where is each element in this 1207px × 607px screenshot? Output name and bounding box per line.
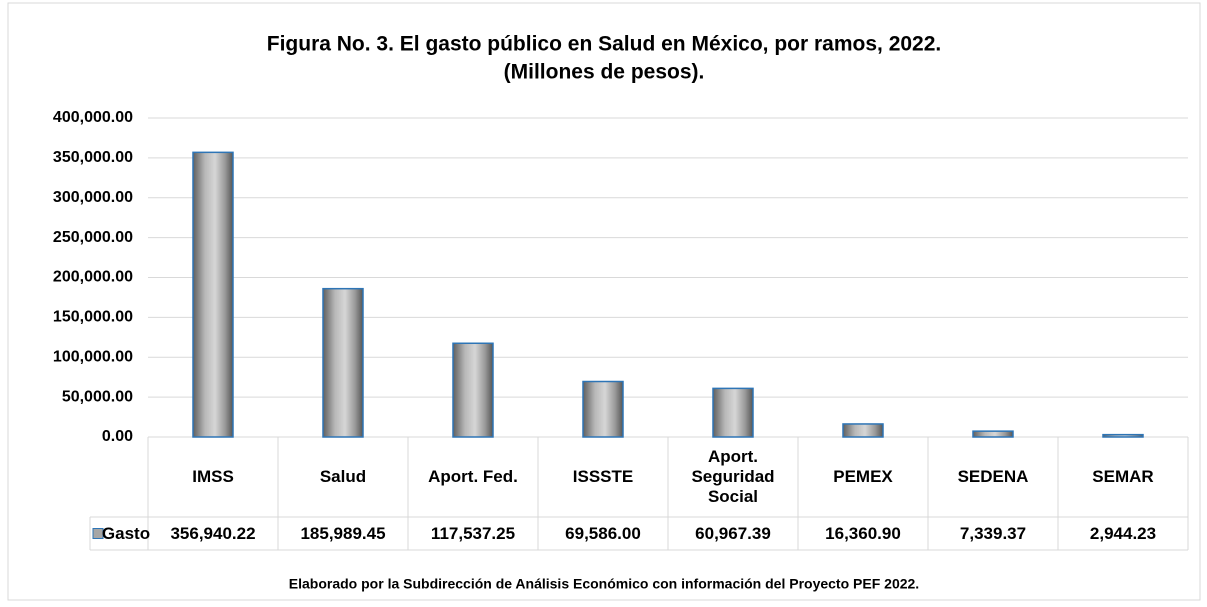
x-tick-label: SEMAR [1092,467,1154,486]
y-tick-label: 50,000.00 [62,388,133,405]
y-tick-label: 300,000.00 [53,189,133,206]
legend-label: Gasto [101,523,151,543]
legend-key [92,528,104,539]
bar [582,380,624,438]
y-tick-label: 250,000.00 [53,229,133,246]
data-table-value: 117,537.25 [430,523,516,543]
bar [192,151,234,438]
bar [452,342,494,438]
chart-title: Figura No. 3. El gasto público en Salud … [267,33,942,56]
frame [7,2,1201,601]
data-table-value: 16,360.90 [825,523,901,543]
data-table-value: 69,586.00 [565,523,641,543]
source-note: Elaborado por la Subdirección de Análisi… [289,576,919,592]
data-table-value: 2,944.23 [1089,523,1157,543]
chart-subtitle: (Millones de pesos). [504,61,705,84]
y-tick-label: 350,000.00 [53,149,133,166]
y-tick-label: 150,000.00 [53,309,133,326]
bar [972,430,1014,438]
x-tick-label: IMSS [192,467,234,486]
bar [712,387,754,438]
x-tick-label: ISSSTE [572,467,634,486]
data-table-value: 356,940.22 [170,523,256,543]
x-tick-label: Aport. Fed. [428,467,518,486]
bar [842,423,884,438]
y-tick-label: 400,000.00 [53,109,133,126]
y-tick-label: 0.00 [102,428,133,445]
x-tick-label: SEDENA [957,467,1029,486]
bar [1102,433,1144,438]
data-table-value: 60,967.39 [695,523,771,543]
data-table-value: 185,989.45 [300,523,386,543]
bar [322,287,364,438]
y-tick-label: 200,000.00 [53,269,133,286]
data-table-value: 7,339.37 [959,523,1027,543]
x-tick-label: Salud [319,467,367,486]
x-tick-label: Aport. Seguridad Social [691,447,775,506]
y-tick-label: 100,000.00 [53,348,133,365]
x-tick-label: PEMEX [833,467,893,486]
